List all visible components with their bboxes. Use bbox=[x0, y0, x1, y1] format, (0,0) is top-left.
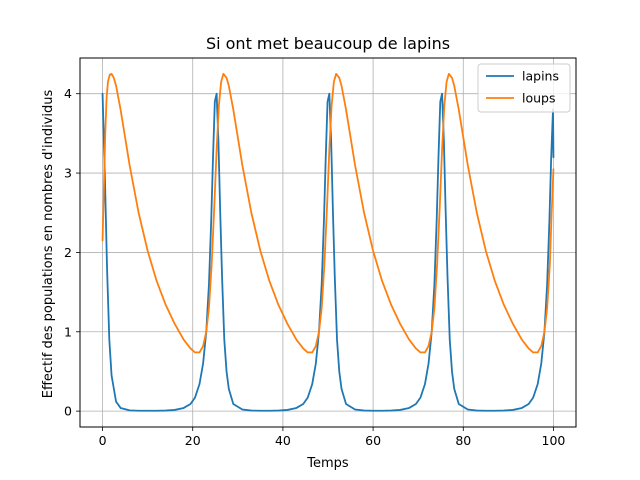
x-axis-title: Temps bbox=[306, 456, 349, 471]
plot-area: 0 20 40 60 80 100 0 1 2 3 4 bbox=[64, 57, 577, 448]
ticks: 0 20 40 60 80 100 0 1 2 3 4 bbox=[64, 86, 565, 448]
x-tick-label: 100 bbox=[542, 433, 566, 448]
y-tick-label: 3 bbox=[64, 166, 72, 181]
y-tick-label: 4 bbox=[64, 86, 72, 101]
x-tick-label: 60 bbox=[365, 433, 381, 448]
axes-frame bbox=[79, 57, 577, 428]
y-axis-title: Effectif des populations en nombres d'in… bbox=[41, 90, 56, 399]
x-tick-label: 80 bbox=[455, 433, 471, 448]
legend: lapins loups bbox=[477, 63, 571, 113]
series-layer bbox=[101, 72, 555, 412]
x-tick-label: 0 bbox=[99, 433, 107, 448]
chart-title: Si ont met beaucoup de lapins bbox=[206, 34, 450, 53]
legend-label-lapins: lapins bbox=[522, 69, 559, 84]
series-line-loups bbox=[101, 72, 555, 354]
y-tick-label: 1 bbox=[64, 324, 72, 339]
legend-label-loups: loups bbox=[522, 91, 556, 106]
x-tick-label: 20 bbox=[185, 433, 201, 448]
x-tick-label: 40 bbox=[275, 433, 291, 448]
y-tick-label: 0 bbox=[64, 404, 72, 419]
y-tick-label: 2 bbox=[64, 245, 72, 260]
